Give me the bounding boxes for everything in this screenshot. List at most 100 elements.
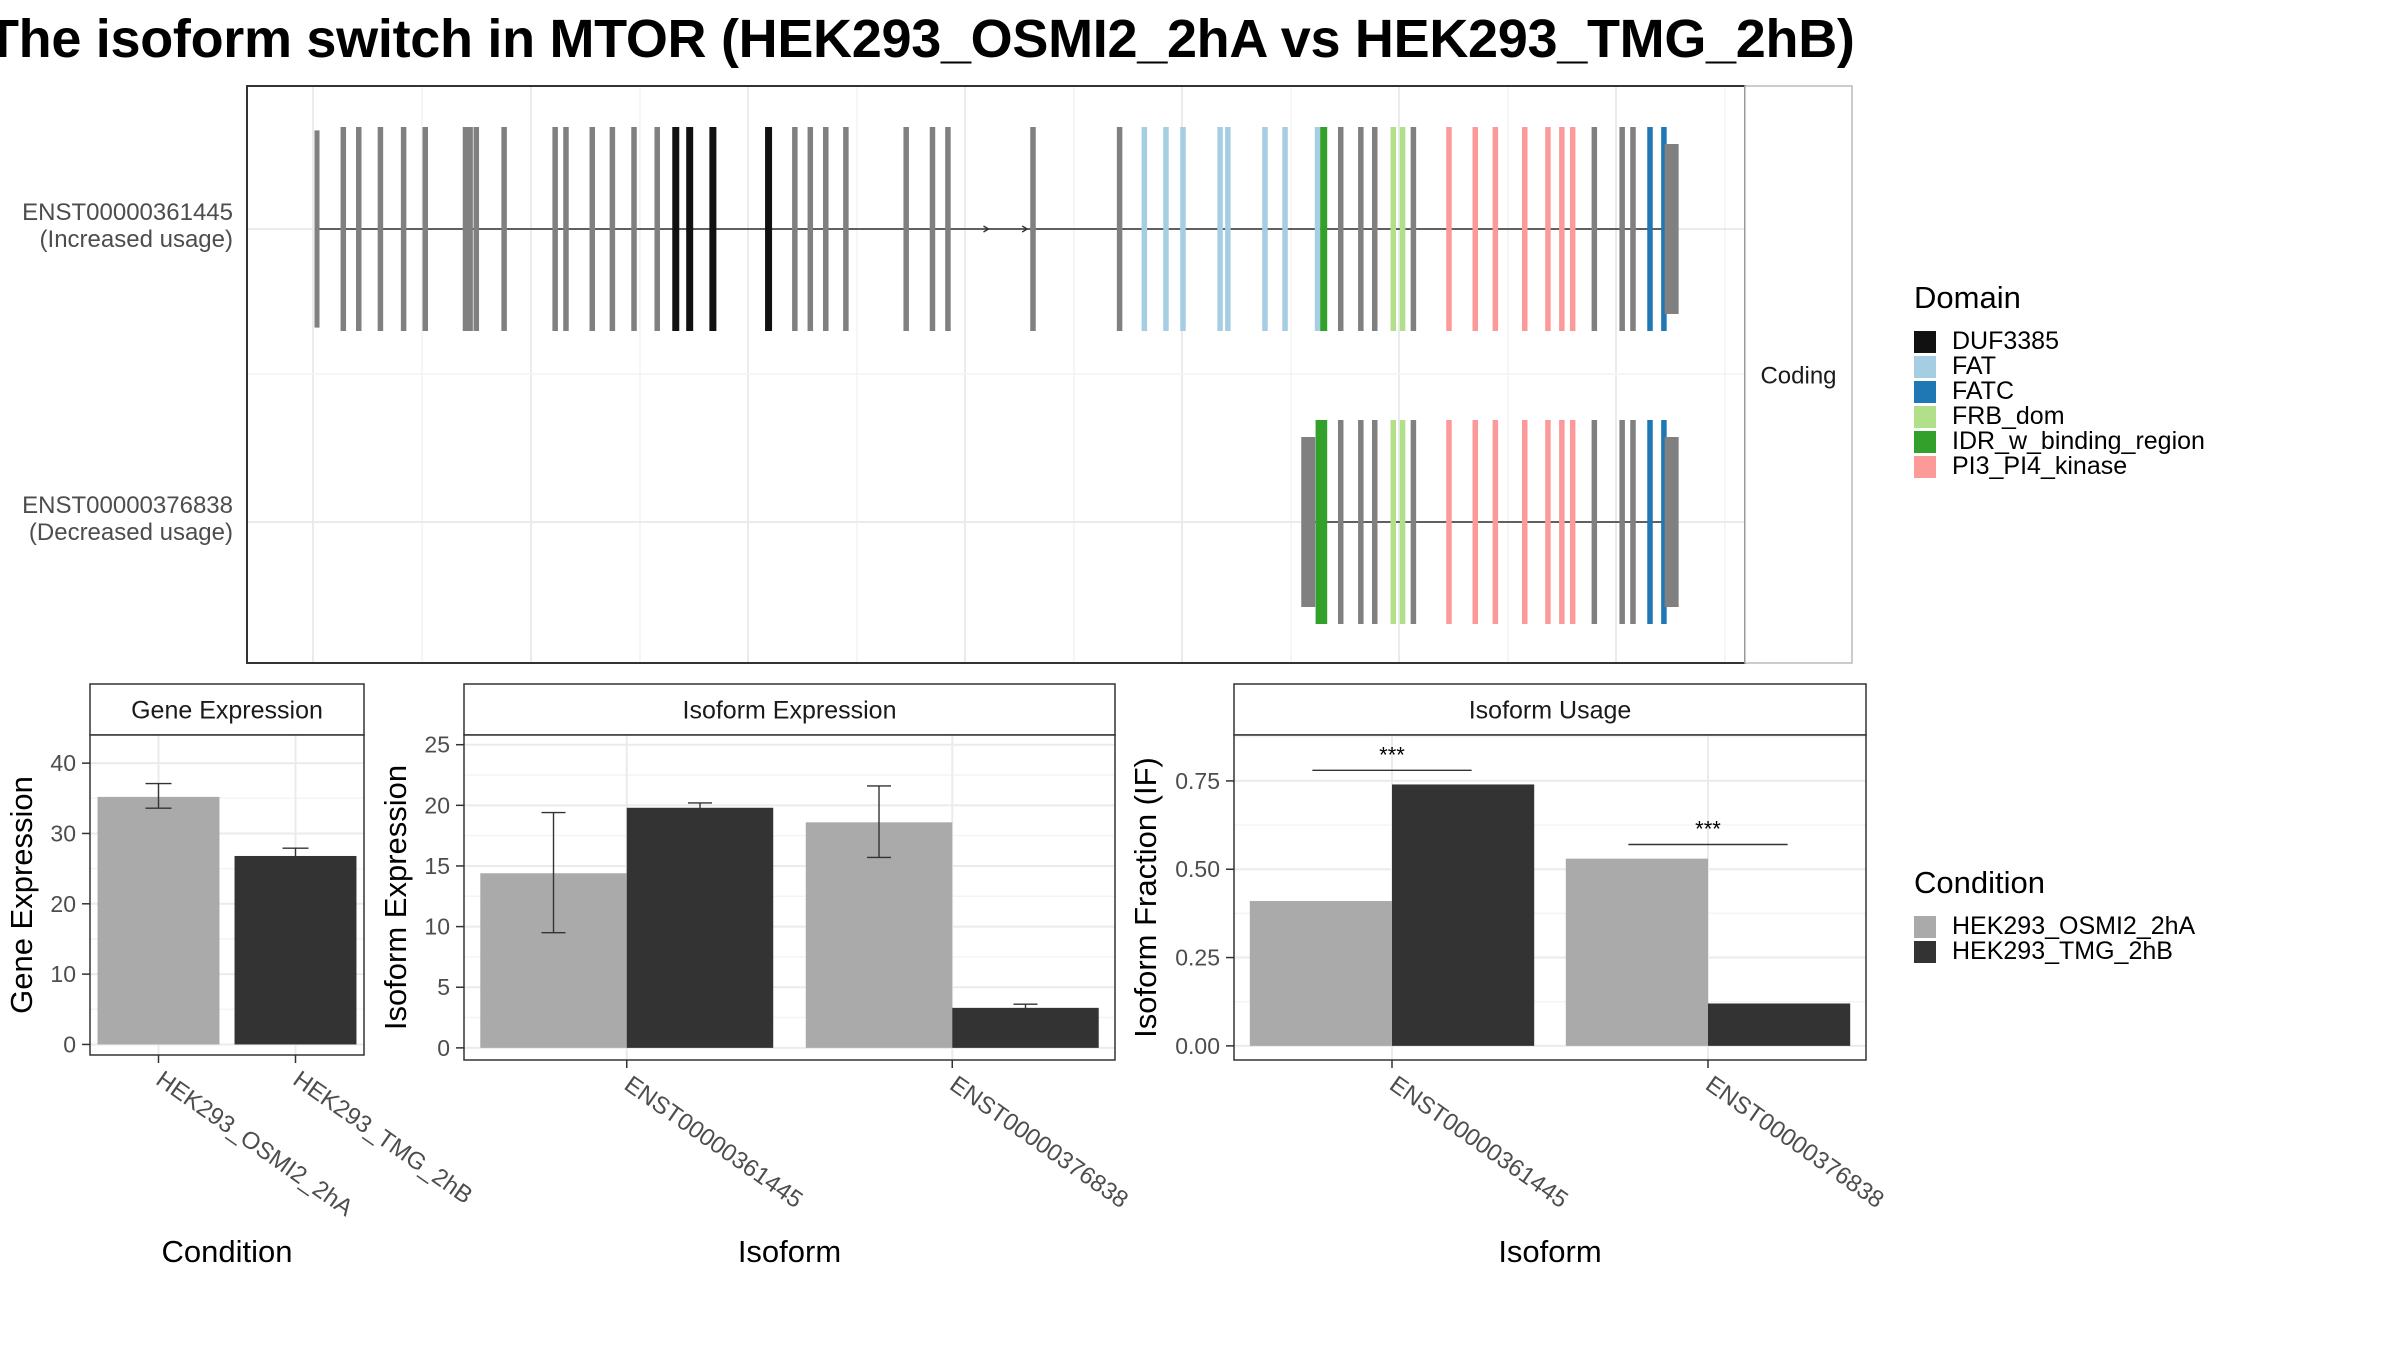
- exon-block: [1282, 127, 1288, 331]
- legend-key: [1914, 456, 1936, 479]
- exon-block: [340, 127, 347, 331]
- bar: [1708, 1003, 1851, 1046]
- exon-block: [686, 127, 694, 331]
- exon-block: [1225, 127, 1231, 331]
- exon-block: [552, 127, 558, 331]
- plot-panel-border: [463, 734, 1116, 1061]
- y-tick-label: 0: [437, 1035, 450, 1061]
- exon-block: [1217, 127, 1223, 331]
- exon-block: [1492, 420, 1499, 624]
- facet-strip-title: Isoform Expression: [683, 697, 897, 725]
- y-axis-title: Isoform Fraction (IF): [1128, 757, 1163, 1038]
- legend-key: [1914, 331, 1936, 354]
- y-tick-label: 0.75: [1175, 768, 1220, 794]
- exon-block: [1116, 127, 1123, 331]
- transcript-id-label: ENST00000376838: [22, 492, 233, 519]
- y-tick-label: 20: [50, 891, 76, 917]
- exon-block: [765, 127, 773, 331]
- exon-block: [1559, 127, 1565, 331]
- x-tick-label: ENST00000376838: [945, 1071, 1133, 1214]
- exon-block: [1315, 420, 1323, 624]
- exon-block: [1472, 127, 1479, 331]
- y-tick-label: 40: [50, 750, 76, 776]
- exon-block: [1446, 127, 1452, 331]
- exon-block: [1390, 420, 1397, 624]
- exon-block: [400, 127, 407, 331]
- condition-legend-title: Condition: [1914, 865, 2045, 900]
- x-tick-label: ENST00000361445: [1385, 1071, 1573, 1214]
- exon-block: [631, 127, 637, 331]
- exon-block: [1661, 127, 1667, 331]
- exon-block: [1180, 127, 1186, 331]
- transcript-usage-label: (Increased usage): [40, 226, 233, 253]
- exon-block: [1647, 420, 1653, 624]
- plot-panel-border: [89, 734, 365, 1056]
- exon-block: [1569, 420, 1576, 624]
- x-axis-title: Condition: [162, 1234, 293, 1269]
- exon-block: [1320, 420, 1328, 624]
- legend-item-fat: FAT: [1914, 354, 1996, 379]
- exon-block: [672, 127, 680, 331]
- legend-item-condition-b: HEK293_TMG_2hB: [1914, 939, 2173, 964]
- bar: [1392, 784, 1535, 1046]
- exon-block: [1591, 127, 1598, 331]
- exon-block: [1619, 420, 1625, 624]
- exon-block: [792, 127, 798, 331]
- y-tick-label: 0.50: [1175, 856, 1220, 882]
- strand-arrow-icon: [983, 225, 990, 233]
- y-tick-label: 0.25: [1175, 945, 1220, 971]
- legend-item-frb-dom: FRB_dom: [1914, 404, 2065, 429]
- exon-block: [1647, 127, 1653, 331]
- transcript-usage-label: (Decreased usage): [29, 519, 233, 546]
- y-tick-label: 20: [424, 792, 450, 818]
- transcript-id-label: ENST00000361445: [22, 199, 233, 226]
- bar: [952, 1007, 1099, 1048]
- exon-block: [1492, 127, 1499, 331]
- exon-block: [1314, 127, 1321, 331]
- exon-block: [1472, 420, 1479, 624]
- exon-block: [1410, 420, 1417, 624]
- exon-block: [1545, 127, 1551, 331]
- bar: [1249, 901, 1392, 1046]
- y-tick-label: 15: [424, 853, 450, 879]
- legend-item-condition-a: HEK293_OSMI2_2hA: [1914, 914, 2195, 939]
- x-axis-title: Isoform: [738, 1234, 841, 1269]
- facet-strip-title: Gene Expression: [131, 697, 323, 725]
- bar: [1565, 858, 1708, 1046]
- exon-block: [1320, 127, 1328, 331]
- exon-block: [709, 127, 717, 331]
- exon-block: [501, 127, 507, 331]
- utr-block: [1664, 144, 1679, 314]
- y-tick-label: 0: [63, 1031, 76, 1057]
- exon-block: [589, 127, 596, 331]
- facet-strip: [89, 683, 365, 736]
- utr-block: [314, 130, 320, 328]
- y-tick-label: 5: [437, 974, 450, 1000]
- bar: [626, 807, 774, 1048]
- legend-item-idr-w-binding-region: IDR_w_binding_region: [1914, 429, 2205, 454]
- exon-block: [1262, 127, 1268, 331]
- exon-block: [1390, 127, 1397, 331]
- exon-block: [1521, 127, 1528, 331]
- exon-block: [1337, 420, 1344, 624]
- legend-key: [1914, 356, 1936, 379]
- exon-block: [377, 127, 384, 331]
- domain-legend-title: Domain: [1914, 280, 2021, 315]
- exon-block: [903, 127, 909, 331]
- exon-block: [1661, 420, 1667, 624]
- y-axis-title: Isoform Expression: [378, 765, 413, 1030]
- exon-block: [1371, 420, 1378, 624]
- exon-block: [1163, 127, 1169, 331]
- exon-block: [1030, 127, 1036, 331]
- legend-item-fatc: FATC: [1914, 379, 2014, 404]
- y-tick-label: 10: [50, 961, 76, 987]
- facet-strip-title: Isoform Usage: [1469, 697, 1632, 725]
- x-tick-label: ENST00000361445: [619, 1071, 807, 1214]
- exon-block: [1630, 127, 1636, 331]
- exon-block: [843, 127, 849, 331]
- legend-key: [1914, 941, 1936, 964]
- exon-block: [563, 127, 569, 331]
- exon-block: [1358, 127, 1364, 331]
- exon-block: [609, 127, 616, 331]
